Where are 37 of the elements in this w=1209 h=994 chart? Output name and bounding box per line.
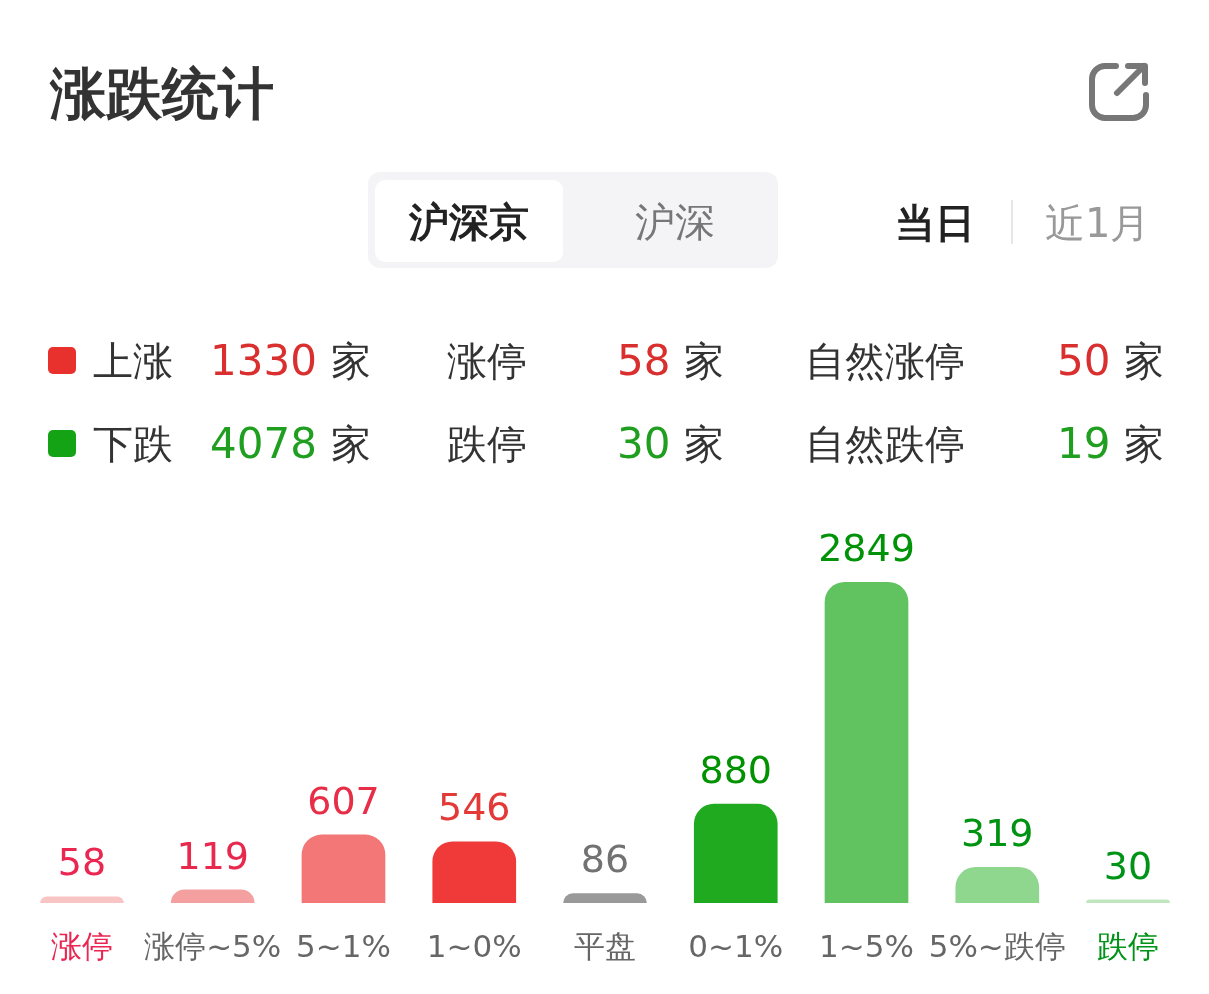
bar (563, 893, 647, 903)
text: 自然跌停 19 家 (805, 419, 1165, 468)
bar (432, 841, 517, 903)
data-label: 546 (437, 785, 511, 830)
chart-title: 涨跌统计 (49, 61, 274, 126)
text: 跌停 30 家 (447, 419, 725, 468)
data-label: 607 (307, 778, 380, 823)
text: 上涨 1330 家 (93, 336, 371, 385)
x-tick-label: 1~5% (819, 928, 914, 964)
data-label: 880 (699, 747, 773, 792)
text: 沪深京 (408, 199, 529, 245)
data-label: 319 (961, 811, 1034, 856)
data-label: 86 (580, 837, 630, 882)
x-tick-label: 涨停 (50, 928, 113, 964)
text: 沪深 (635, 199, 715, 245)
bar (693, 803, 778, 903)
text: 自然涨停 50 家 (805, 336, 1165, 385)
text: 当日 (895, 200, 975, 246)
data-label: 119 (176, 833, 249, 878)
x-tick-label: 5%~跌停 (928, 928, 1066, 964)
text: 近1月 (1045, 200, 1151, 246)
x-tick-label: 5~1% (296, 928, 391, 964)
data-label: 2849 (818, 526, 915, 570)
data-label: 30 (1103, 843, 1153, 888)
text: 下跌 4078 家 (93, 419, 371, 468)
x-tick-label: 1~0% (426, 928, 522, 964)
bar (301, 834, 386, 903)
x-tick-label: 平盘 (574, 928, 636, 964)
data-label: 58 (57, 840, 107, 885)
bar (40, 896, 124, 903)
bar (1086, 899, 1170, 903)
bar (824, 582, 909, 903)
x-tick-label: 0~1% (688, 928, 784, 964)
bar (955, 867, 1040, 903)
x-tick-label: 跌停 (1097, 928, 1160, 964)
x-tick-label: 涨停~5% (144, 928, 282, 964)
text: 涨停 58 家 (447, 336, 725, 385)
